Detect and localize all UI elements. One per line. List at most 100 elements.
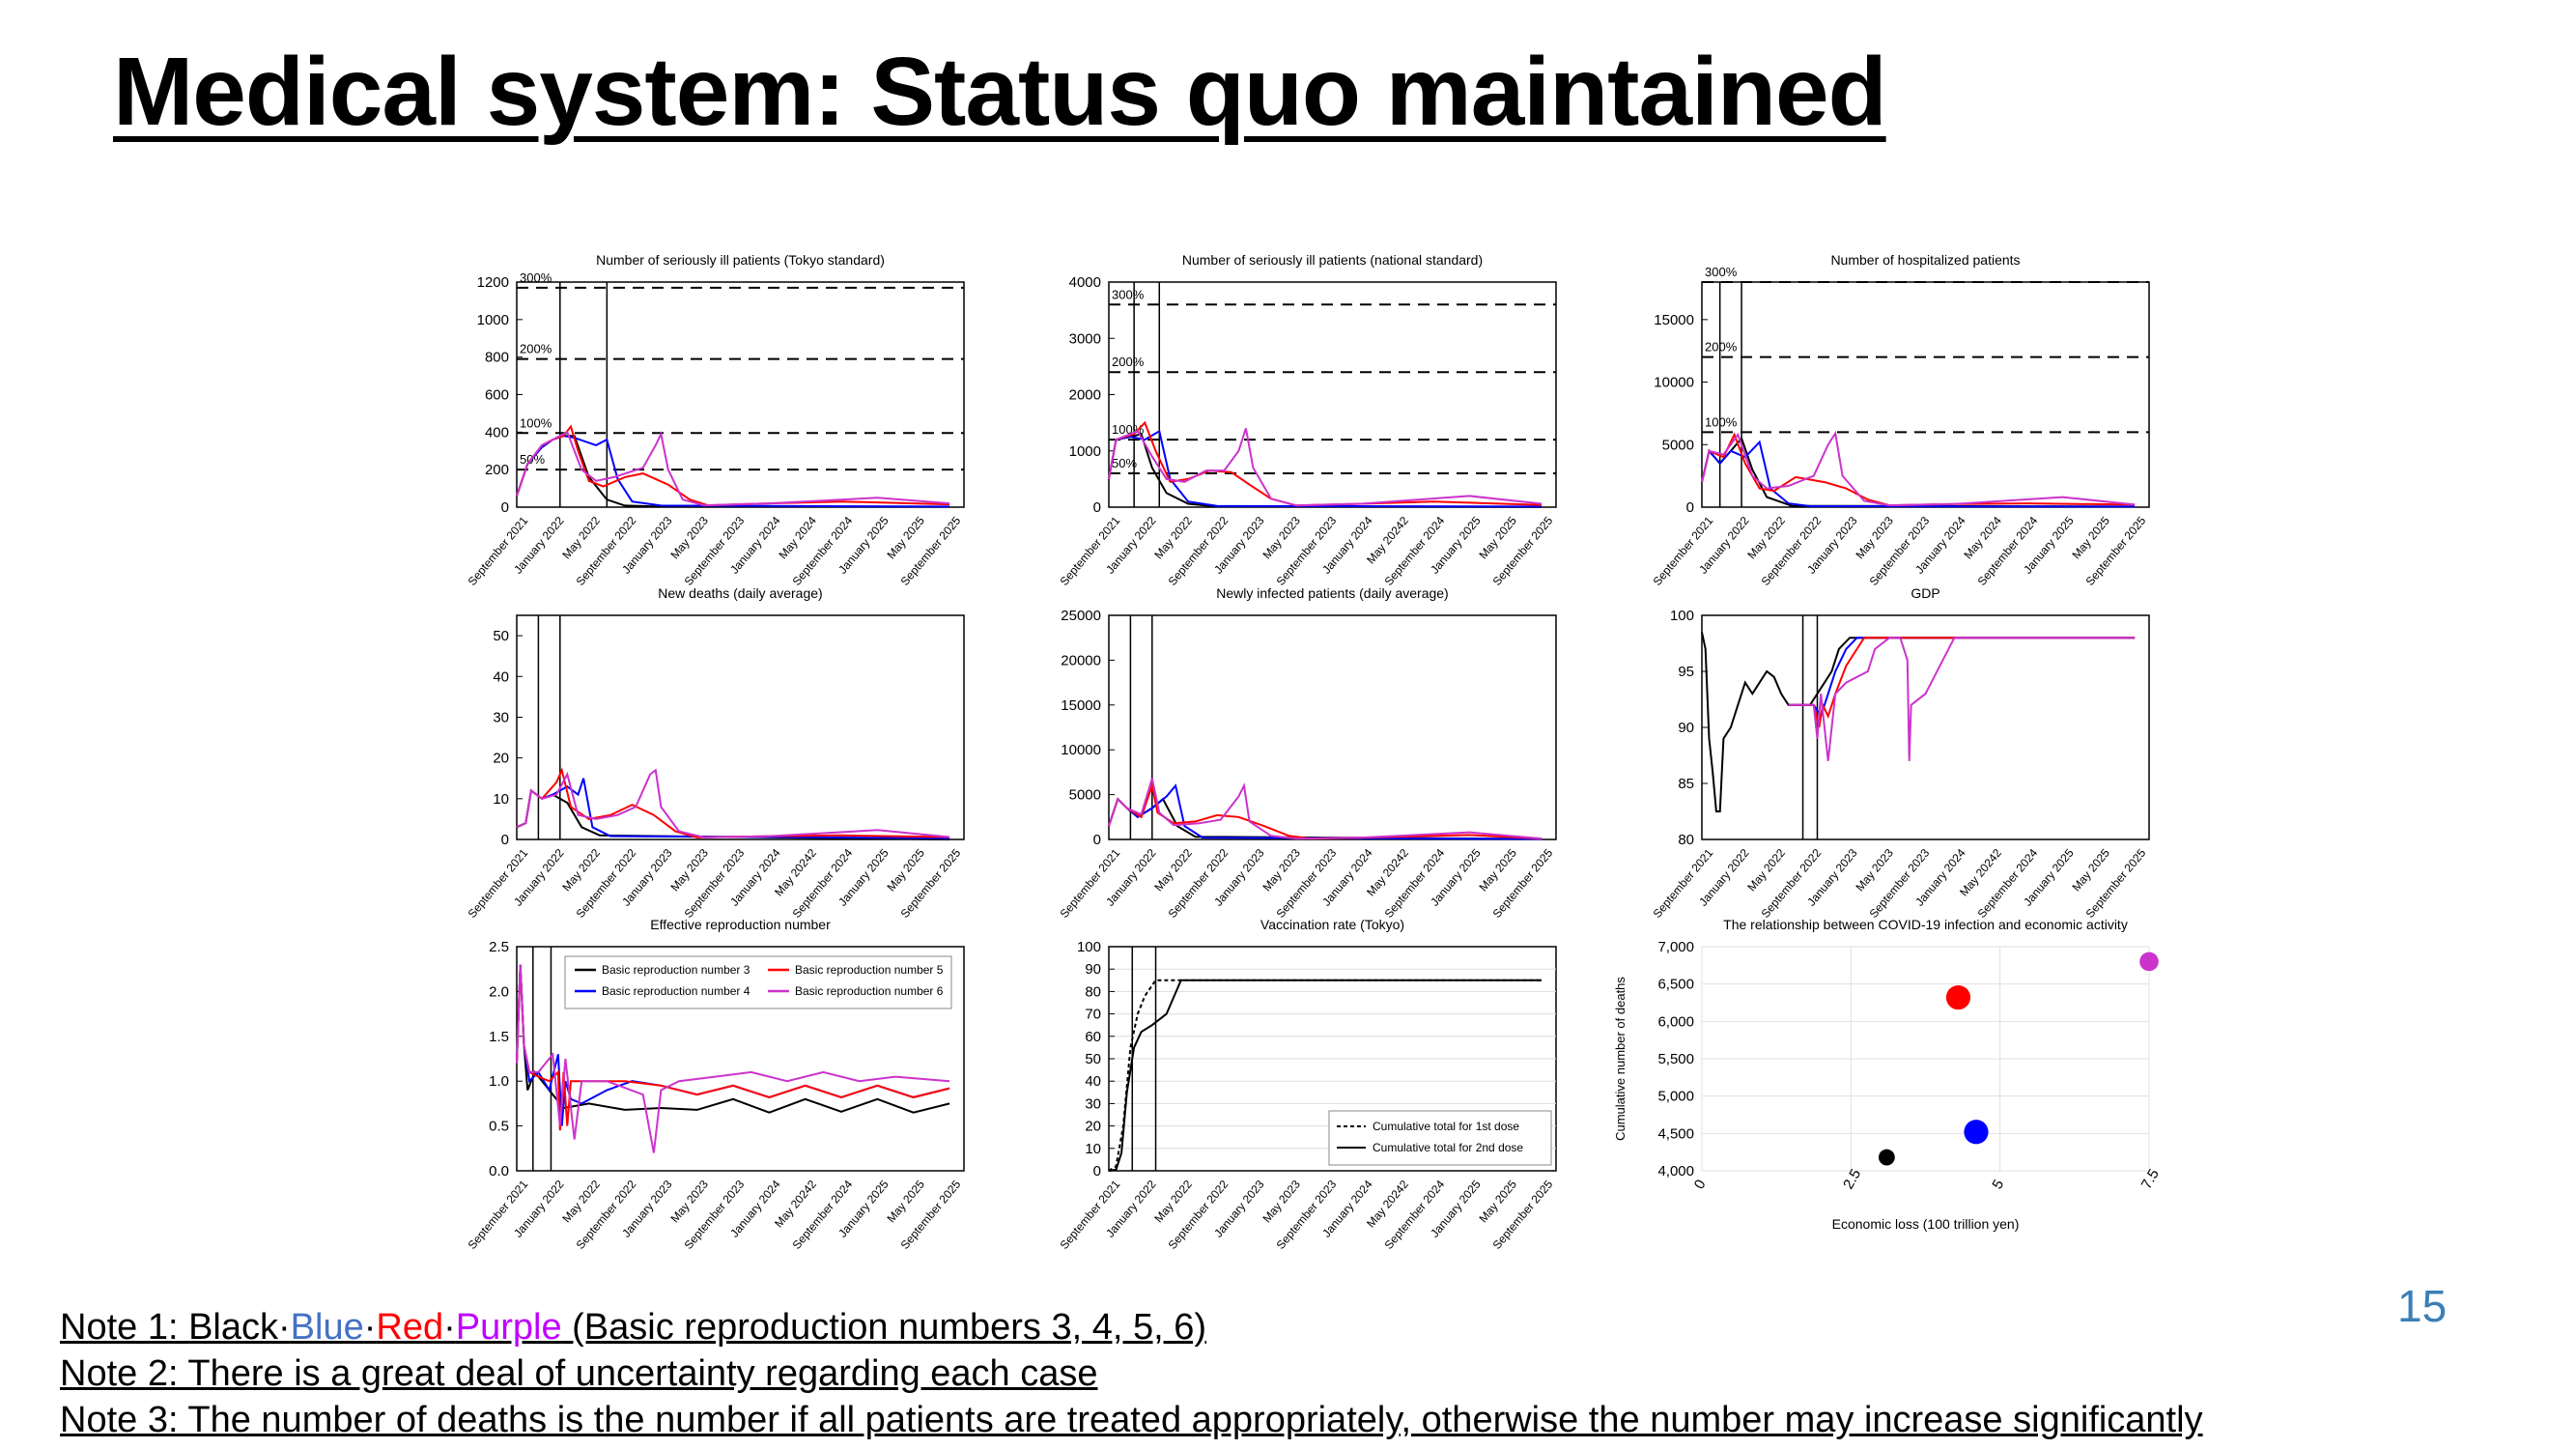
x-tick-label: 7.5 [2138, 1166, 2163, 1192]
notes: Note 1: Black·Blue·Red·Purple (Basic rep… [60, 1304, 2203, 1443]
y-tick-label: 20000 [1061, 652, 1101, 668]
chart-title: Number of hospitalized patients [1830, 252, 2020, 268]
y-tick-label: 10 [493, 791, 509, 808]
x-axis-label: Economic loss (100 trillion yen) [1832, 1216, 2020, 1232]
y-tick-label: 5000 [1069, 787, 1101, 804]
series-line-blue [1108, 783, 1543, 840]
y-tick-label: 25000 [1061, 608, 1101, 624]
y-tick-label: 1200 [477, 274, 509, 291]
note-2: Note 2: There is a great deal of uncerta… [60, 1353, 1098, 1394]
series-line-blue [1108, 429, 1543, 508]
y-tick-label: 30 [1085, 1095, 1101, 1112]
plot-frame [516, 614, 965, 840]
capacity-label: 200% [1112, 355, 1145, 369]
note-1: Note 1: Black·Blue·Red·Purple (Basic rep… [60, 1304, 2203, 1350]
legend-box [1328, 1110, 1552, 1166]
series-line-purple [1788, 637, 2136, 761]
capacity-label: 50% [1112, 456, 1137, 470]
legend-label: Basic reproduction number 3 [602, 963, 750, 977]
legend-label: Basic reproduction number 4 [602, 984, 750, 998]
y-tick-label: 15000 [1654, 312, 1694, 328]
y-tick-label: 400 [485, 424, 509, 440]
y-tick-label: 4000 [1069, 274, 1101, 291]
series-line-blue [1701, 440, 2136, 508]
legend-label: Cumulative total for 2nd dose [1373, 1141, 1523, 1154]
y-tick-label: 1.5 [489, 1029, 509, 1045]
y-tick-label: 100 [1670, 608, 1694, 624]
series-line-red [1108, 420, 1543, 507]
data-point [1878, 1149, 1895, 1166]
y-tick-label: 90 [1085, 961, 1101, 978]
legend: Basic reproduction number 3 Basic reprodu… [564, 955, 952, 1009]
plot-frame [1108, 614, 1557, 840]
legend-label: Basic reproduction number 5 [795, 963, 944, 977]
y-tick-label: 2.5 [489, 939, 509, 955]
series-line-purple [516, 430, 950, 507]
series-line-purple [1108, 428, 1543, 507]
series-line-blue [516, 435, 950, 508]
y-tick-label: 6,000 [1657, 1013, 1694, 1030]
y-tick-label: 1000 [1069, 443, 1101, 460]
chart-title: New deaths (daily average) [658, 585, 822, 601]
capacity-label: 300% [1112, 287, 1145, 301]
note-1-sep-2: · [363, 1307, 377, 1348]
y-tick-label: 0 [1093, 499, 1101, 516]
series-line-purple [1108, 778, 1543, 840]
y-axis-label: Cumulative number of deaths [1613, 977, 1628, 1141]
y-tick-label: 4,500 [1657, 1125, 1694, 1142]
slide-title: Medical system: Status quo maintained [113, 38, 1887, 146]
y-tick-label: 4,000 [1657, 1163, 1694, 1179]
y-tick-label: 50 [1085, 1051, 1101, 1067]
y-tick-label: 70 [1085, 1007, 1101, 1023]
plot-frame [516, 281, 965, 508]
chart-title: The relationship between COVID-19 infect… [1723, 917, 2128, 932]
y-tick-label: 90 [1678, 720, 1694, 736]
chart-panel-5: Newly infected patients (daily average) 0… [1058, 585, 1557, 921]
y-tick-label: 1000 [477, 312, 509, 328]
note-1-sep-3: · [443, 1307, 456, 1348]
y-tick-label: 5,500 [1657, 1051, 1694, 1067]
y-tick-label: 100 [1077, 939, 1101, 955]
y-tick-label: 15000 [1061, 697, 1101, 714]
capacity-label: 300% [520, 270, 552, 285]
y-tick-label: 0 [1093, 1163, 1101, 1179]
chart-panel-3: Number of hospitalized patients 0 5000 1000… [1651, 252, 2150, 588]
x-tick-label: 5 [1989, 1177, 2007, 1192]
x-tick-label: 0 [1691, 1177, 1710, 1192]
capacity-label: 200% [1705, 340, 1738, 355]
capacity-label: 300% [1705, 265, 1738, 279]
y-tick-label: 40 [493, 668, 509, 685]
y-tick-label: 0 [1686, 499, 1694, 516]
page-number: 15 [2397, 1281, 2448, 1331]
y-tick-label: 60 [1085, 1029, 1101, 1045]
legend-label: Cumulative total for 1st dose [1373, 1120, 1519, 1133]
capacity-label: 100% [1705, 414, 1738, 429]
y-tick-label: 95 [1678, 664, 1694, 680]
y-tick-label: 200 [485, 462, 509, 478]
data-point [2139, 952, 2159, 972]
chart-title: Newly infected patients (daily average) [1216, 585, 1448, 601]
y-tick-label: 40 [1085, 1073, 1101, 1090]
chart-title: Vaccination rate (Tokyo) [1260, 917, 1404, 932]
y-tick-label: 0 [501, 832, 509, 848]
series-line-black [1108, 979, 1543, 1172]
y-tick-label: 3000 [1069, 330, 1101, 347]
note-1-suffix: (Basic reproduction numbers 3, 4, 5, 6) [561, 1307, 1207, 1348]
y-tick-label: 5000 [1662, 437, 1694, 453]
note-1-blue: Blue [290, 1307, 364, 1348]
chart-panel-4: New deaths (daily average)01020304050Sep… [466, 585, 965, 921]
y-tick-label: 0.5 [489, 1119, 509, 1135]
x-tick-label: 2.5 [1840, 1166, 1864, 1192]
series-line-red [1788, 637, 2136, 728]
capacity-label: 100% [520, 415, 552, 430]
chart-title: Effective reproduction number [650, 917, 831, 932]
y-tick-label: 7,000 [1657, 939, 1694, 955]
chart-panel-8: Vaccination rate (Tokyo) 0 10 20 30 40 50 60 70 8… [1058, 917, 1557, 1252]
note-1-black: Black [188, 1307, 278, 1348]
legend: Cumulative total for 1st dose Cumulative … [1328, 1110, 1552, 1166]
y-tick-label: 30 [493, 709, 509, 725]
series-line-black [516, 964, 950, 1114]
y-tick-label: 600 [485, 387, 509, 404]
series-line-purple [516, 768, 950, 838]
